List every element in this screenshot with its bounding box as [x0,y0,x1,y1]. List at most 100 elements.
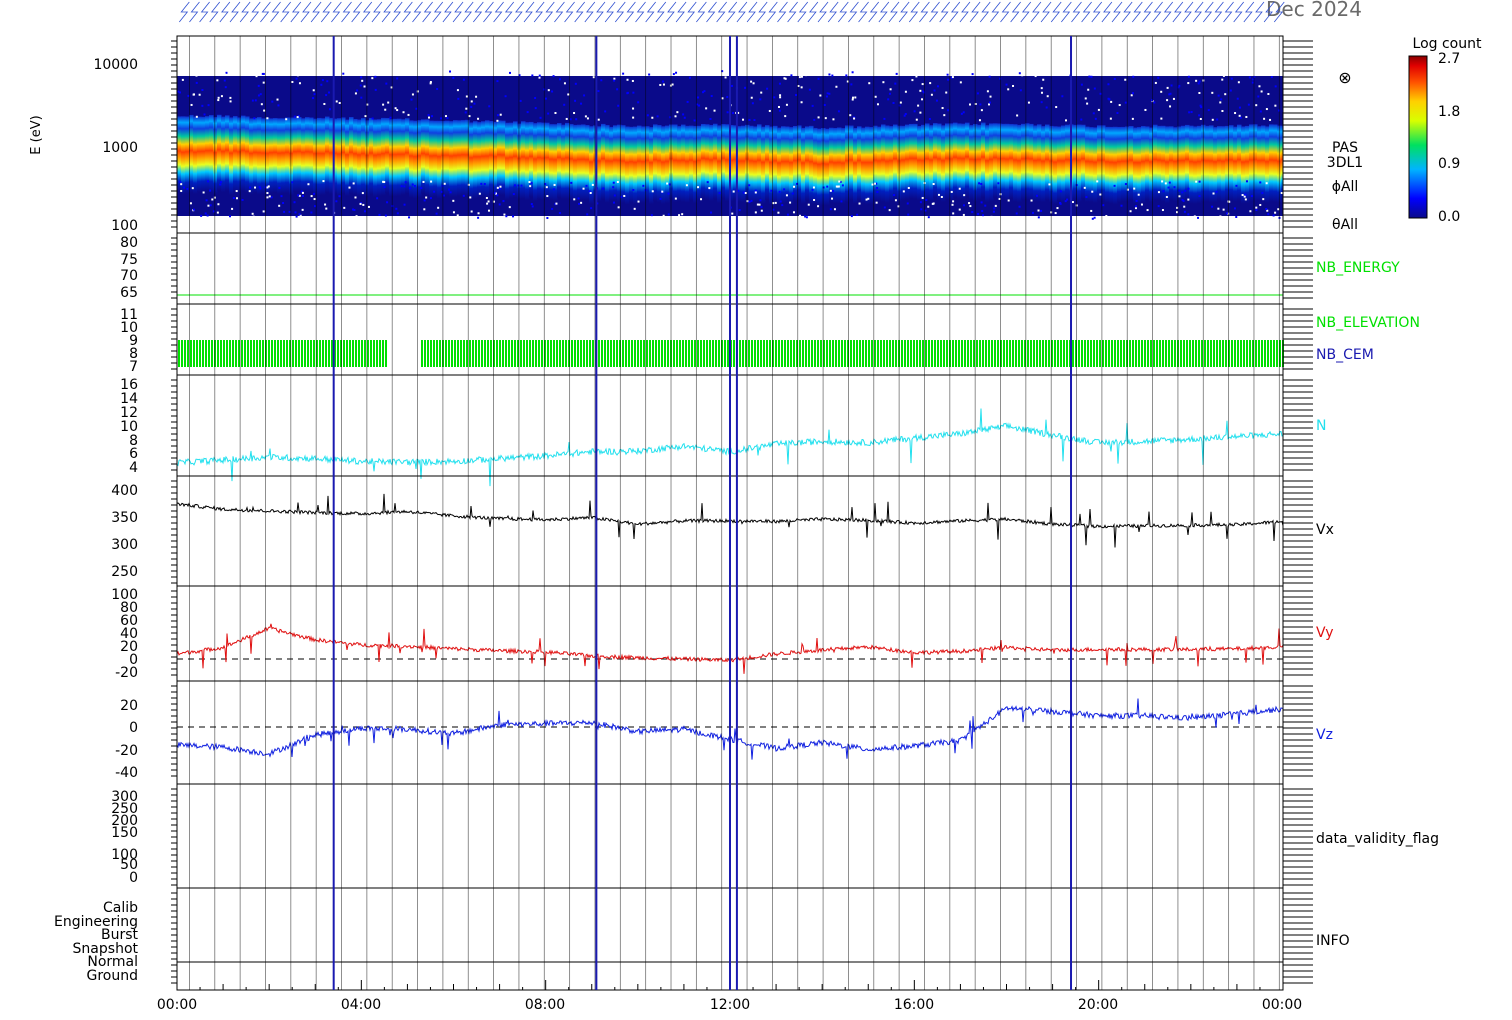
spectrogram-noise-dot [448,188,451,191]
spectrogram-noise-dot [408,187,411,190]
x-tick-label: 12:00 [710,997,750,1013]
x-axis: 00:00 04:00 08:00 12:00 16:00 20:00 00:0… [157,997,1302,1013]
spectrogram-noise-dot [192,208,195,211]
orbit-mark-glyph [523,1,535,23]
nb-elevation-bar [1072,340,1074,367]
orbit-mark-glyph [442,1,454,23]
spectrogram-noise-dot [201,104,204,107]
spectrogram-column [1193,126,1198,204]
nb-elevation-bar [247,340,249,367]
spectrogram-noise-dot [1255,104,1258,107]
spectrogram-noise-dot [235,190,238,193]
spectrogram-noise-dot [1272,214,1275,217]
spectrogram-noise-dot [496,80,499,83]
nb-elevation-bar [208,340,210,367]
nb-elevation-bar [451,340,453,367]
spectrogram-noise-dot [947,109,950,112]
orbit-mark-glyph [939,1,950,23]
spectrogram-noise-dot [496,114,499,117]
orbit-mark-glyph [959,1,971,23]
spectrogram-noise-dot [952,212,955,215]
spectrogram-column [1273,124,1278,203]
spectrogram-noise-dot [807,203,810,206]
spectrogram-noise-dot [853,117,856,120]
spectrogram-column [997,123,1002,201]
spectrogram-noise-dot [856,213,859,216]
spectrogram-noise-dot [558,212,561,215]
spectrogram-noise-dot [367,205,370,208]
spectrogram-noise-dot [520,184,523,187]
nb-elevation-bar [883,340,885,367]
spectrogram-ylabel: E (eV) [29,115,44,154]
spectrogram-column [737,126,742,202]
spectrogram-noise-dot [637,200,640,203]
orbit-mark-glyph [979,1,991,23]
spectrogram-noise-dot [312,89,315,92]
spectrogram-noise-dot [1091,190,1094,193]
colorbar-title: Log count [1413,36,1482,52]
spectrogram-column [849,125,854,201]
spectrogram-noise-dot [546,195,549,198]
orbit-mark-glyph [1030,1,1042,23]
spectrogram-noise-dot [981,210,984,213]
nb-elevation-bar [493,340,495,367]
spectrogram-noise-dot [895,72,898,75]
nb-elevation-bar [478,340,480,367]
spectrogram-noise-dot [323,102,326,105]
spectrogram-noise-dot [1252,78,1255,81]
nb-elevation-bar [904,340,906,367]
nb-elevation-bar [922,340,924,367]
spectrogram-column [1025,123,1030,200]
spectrogram-column [473,121,478,199]
spectrogram-column [221,116,226,193]
nb-elevation-bar [763,340,765,367]
nb-elevation-bar [628,340,630,367]
nb-elevation-bar [955,340,957,367]
spectrogram-noise-dot [258,186,261,189]
spectrogram-noise-dot [613,79,616,82]
spectrogram-noise-dot [1162,70,1165,73]
spectrogram-noise-dot [760,209,763,212]
spectrogram-noise-dot [750,80,753,83]
spectrogram-column [493,121,498,198]
spectrogram-noise-dot [1280,192,1283,195]
spectrogram-noise-dot [457,97,460,100]
spectrogram-column [829,127,834,203]
spectrogram-noise-dot [266,192,269,195]
spectrogram-column [905,124,910,200]
spectrogram-noise-dot [1197,82,1200,85]
nb-elevation-bar [193,340,195,367]
spectrogram-noise-dot [903,114,906,117]
spectrogram-noise-dot [756,203,759,206]
spectrogram-noise-dot [1235,215,1238,218]
spec-side-symbol: ⊗ [1338,68,1351,87]
spectrogram-noise-dot [1134,205,1137,208]
spectrogram-noise-dot [1168,181,1171,184]
nb-elevation-bar [1009,340,1011,367]
spectrogram-noise-dot [207,204,210,207]
spectrogram-column [229,117,234,195]
nb-elevation-bar [1171,340,1173,367]
spectrogram-noise-dot [209,189,212,192]
spectrogram-column [405,118,410,194]
spectrogram-column [641,126,646,203]
nb-elevation-bar [661,340,663,367]
spectrogram-column [533,123,538,202]
nb-elevation-bars [178,340,1284,367]
spectrogram-noise-dot [1164,182,1167,185]
spectrogram-column [1073,124,1078,200]
spectrogram-noise-dot [252,215,255,218]
spectrogram-noise-dot [846,80,849,83]
spectrogram-noise-dot [1040,209,1043,212]
spectrogram-noise-dot [559,78,562,81]
nb-elevation-bar [457,340,459,367]
spectrogram-noise-dot [487,209,490,212]
nb-elevation-bar [463,340,465,367]
spectrogram-noise-dot [1188,111,1191,114]
spectrogram-noise-dot [845,74,848,77]
spectrogram-noise-dot [1224,93,1227,96]
info-ytick: Engineering [54,914,138,930]
spectrogram-noise-dot [313,93,316,96]
spectrogram-noise-dot [1212,192,1215,195]
nb-elevation-bar [229,340,231,367]
